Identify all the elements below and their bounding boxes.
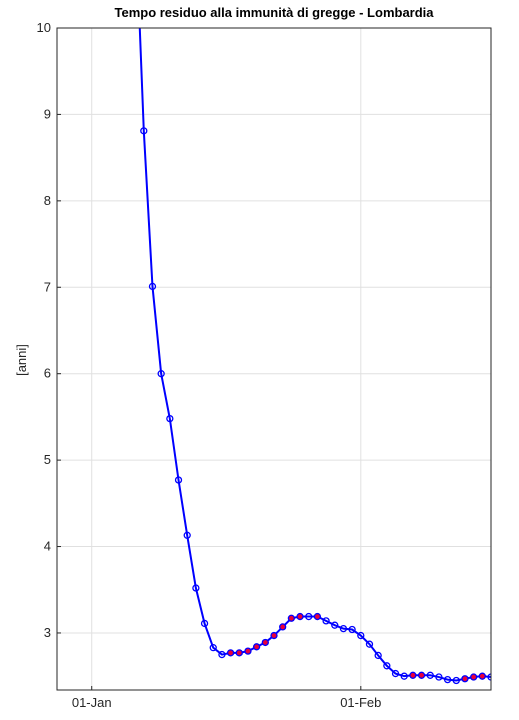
data-point xyxy=(183,531,191,539)
y-tick-label: 4 xyxy=(44,539,51,554)
data-point xyxy=(452,676,460,685)
x-tick-label: 01-Jan xyxy=(72,695,112,710)
data-point xyxy=(435,673,443,681)
data-point xyxy=(252,643,261,651)
data-point xyxy=(409,671,417,679)
data-point xyxy=(417,671,426,679)
data-point xyxy=(383,662,391,670)
axes-box xyxy=(56,27,492,691)
data-point xyxy=(487,673,491,681)
data-point xyxy=(348,625,356,634)
y-tick-label: 6 xyxy=(44,366,51,381)
data-point xyxy=(218,650,226,659)
data-point xyxy=(192,584,200,592)
data-point xyxy=(469,673,478,681)
data-point xyxy=(140,127,148,135)
y-tick-label: 5 xyxy=(44,452,51,467)
data-point xyxy=(339,624,348,633)
data-point xyxy=(166,414,174,423)
chart-title: Tempo residuo alla immunità di gregge - … xyxy=(114,5,434,20)
data-point xyxy=(426,671,434,679)
data-point xyxy=(235,649,243,657)
x-tick-label: 01-Feb xyxy=(340,695,381,710)
data-point xyxy=(279,623,287,631)
data-point xyxy=(365,640,374,648)
data-point xyxy=(148,282,157,291)
data-point xyxy=(443,675,452,684)
y-axis-label: [anni] xyxy=(14,344,29,376)
data-point xyxy=(331,621,339,629)
data-point xyxy=(478,672,486,680)
data-point xyxy=(270,631,278,640)
data-point xyxy=(209,644,217,652)
series-line xyxy=(138,28,491,682)
data-point xyxy=(261,638,269,647)
data-point xyxy=(374,651,382,660)
data-point xyxy=(461,675,469,683)
plot-area xyxy=(138,28,491,685)
data-point xyxy=(174,476,183,484)
y-tick-label: 7 xyxy=(44,279,51,294)
data-point xyxy=(305,612,313,621)
data-point xyxy=(200,619,209,628)
data-point xyxy=(357,631,365,640)
data-point xyxy=(287,614,296,622)
data-point xyxy=(226,649,235,657)
y-tick-label: 3 xyxy=(44,625,51,640)
data-point xyxy=(296,612,304,621)
data-point xyxy=(157,370,165,378)
y-tick-label: 10 xyxy=(37,20,51,35)
data-point xyxy=(322,617,330,625)
data-point xyxy=(400,672,408,680)
data-point xyxy=(313,612,322,621)
data-point xyxy=(391,669,400,678)
grid xyxy=(57,27,491,690)
y-tick-label: 8 xyxy=(44,193,51,208)
y-tick-label: 9 xyxy=(44,106,51,121)
data-point xyxy=(244,647,252,655)
